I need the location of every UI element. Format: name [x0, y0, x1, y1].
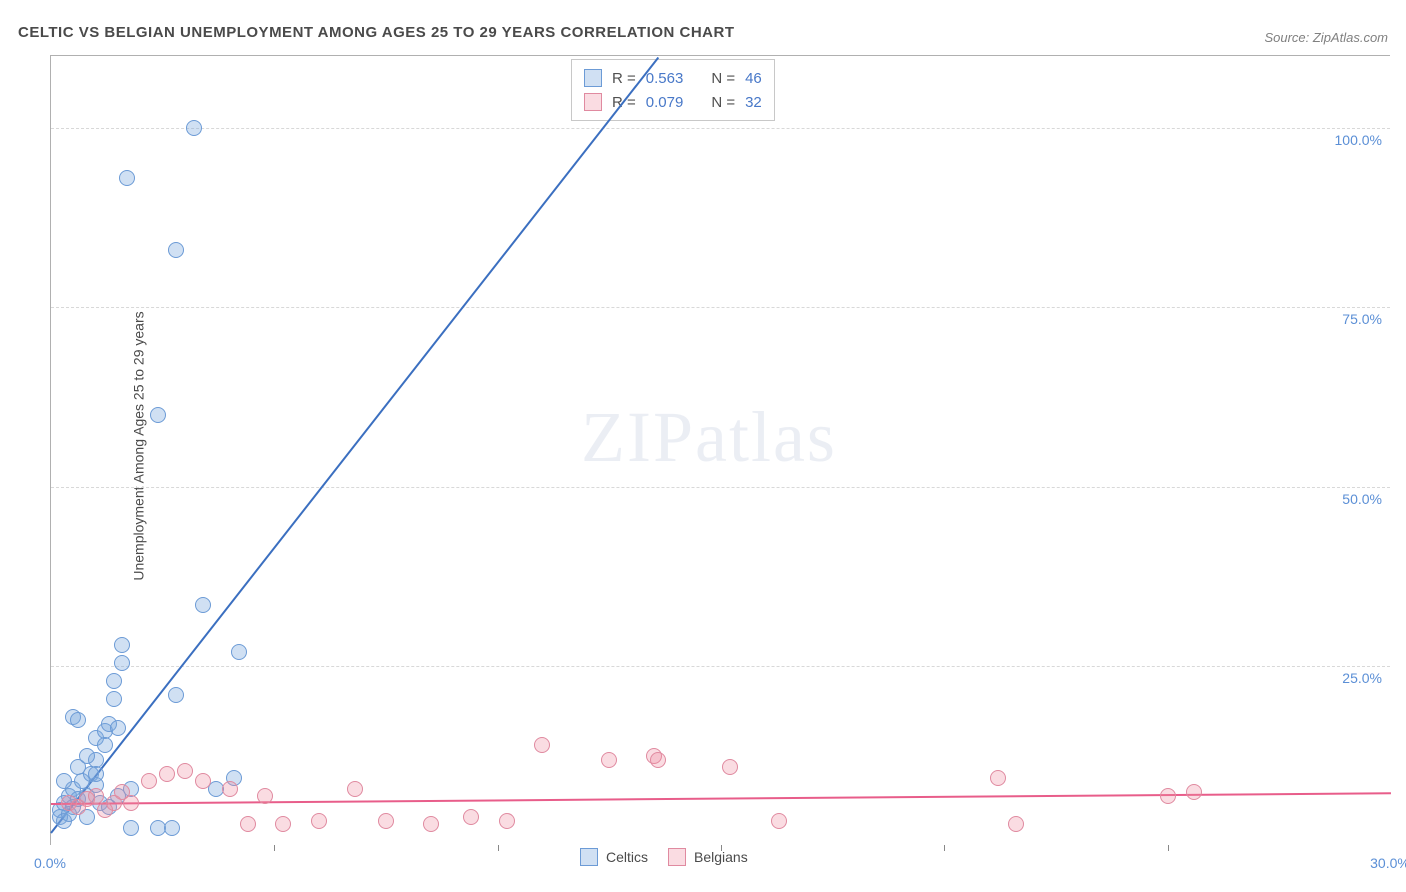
scatter-point [311, 813, 327, 829]
legend-series-name: Belgians [694, 849, 748, 865]
legend-swatch [584, 93, 602, 111]
scatter-point [110, 720, 126, 736]
legend-series-name: Celtics [606, 849, 648, 865]
legend-row: R =0.079N =32 [584, 90, 762, 114]
correlation-legend: R = 0.563 N = 46R = 0.079 N = 32 [571, 59, 775, 121]
x-tick-label: 30.0% [1370, 855, 1406, 871]
grid-line [51, 487, 1390, 488]
scatter-point [275, 816, 291, 832]
series-legend: Celtics Belgians [580, 848, 748, 866]
legend-n-label: N = [711, 94, 735, 111]
scatter-point [771, 813, 787, 829]
scatter-point [106, 691, 122, 707]
legend-r-value: 0.079 [646, 94, 684, 111]
scatter-point [177, 763, 193, 779]
y-tick-label: 75.0% [1342, 311, 1382, 327]
scatter-point [114, 637, 130, 653]
scatter-point [56, 773, 72, 789]
scatter-point [257, 788, 273, 804]
y-tick-label: 50.0% [1342, 491, 1382, 507]
scatter-point [164, 820, 180, 836]
scatter-point [378, 813, 394, 829]
legend-r-label: R = [612, 70, 636, 87]
x-tick [944, 845, 945, 851]
plot-area: ZIPatlas R = 0.563 N = 46R = 0.079 N = 32 25.0… [50, 55, 1390, 845]
chart-title: CELTIC VS BELGIAN UNEMPLOYMENT AMONG AGE… [18, 24, 735, 41]
y-tick-label: 100.0% [1335, 132, 1382, 148]
scatter-point [97, 737, 113, 753]
legend-item: Celtics [580, 848, 648, 866]
legend-r-value: 0.563 [646, 70, 684, 87]
legend-n-label: N = [711, 70, 735, 87]
scatter-point [423, 816, 439, 832]
scatter-point [123, 795, 139, 811]
scatter-point [119, 170, 135, 186]
scatter-point [106, 673, 122, 689]
scatter-point [722, 759, 738, 775]
scatter-point [168, 687, 184, 703]
legend-swatch [668, 848, 686, 866]
grid-line [51, 666, 1390, 667]
legend-n-value: 46 [745, 70, 762, 87]
legend-row: R = 0.563 N = 46 [584, 66, 762, 90]
x-tick-label: 0.0% [34, 855, 66, 871]
scatter-point [1008, 816, 1024, 832]
scatter-point [70, 712, 86, 728]
scatter-point [88, 766, 104, 782]
scatter-point [650, 752, 666, 768]
scatter-point [240, 816, 256, 832]
scatter-point [141, 773, 157, 789]
scatter-point [79, 748, 95, 764]
grid-line [51, 128, 1390, 129]
y-tick-label: 25.0% [1342, 670, 1382, 686]
x-tick [498, 845, 499, 851]
scatter-point [499, 813, 515, 829]
scatter-point [150, 407, 166, 423]
source-attribution: Source: ZipAtlas.com [1264, 30, 1388, 45]
scatter-point [347, 781, 363, 797]
legend-item: Belgians [668, 848, 748, 866]
x-tick [1168, 845, 1169, 851]
scatter-point [123, 820, 139, 836]
trend-line-celtics [50, 56, 659, 833]
scatter-point [159, 766, 175, 782]
watermark-zip: ZIP [581, 397, 695, 477]
scatter-point [168, 242, 184, 258]
legend-swatch [584, 69, 602, 87]
scatter-point [195, 773, 211, 789]
scatter-point [186, 120, 202, 136]
scatter-point [222, 781, 238, 797]
legend-n-value: 32 [745, 94, 762, 111]
scatter-point [195, 597, 211, 613]
chart-container: CELTIC VS BELGIAN UNEMPLOYMENT AMONG AGE… [0, 0, 1406, 892]
scatter-point [1186, 784, 1202, 800]
grid-line [51, 307, 1390, 308]
watermark-atlas: atlas [695, 397, 837, 477]
legend-swatch [580, 848, 598, 866]
scatter-point [463, 809, 479, 825]
x-tick [274, 845, 275, 851]
scatter-point [990, 770, 1006, 786]
scatter-point [534, 737, 550, 753]
scatter-point [88, 788, 104, 804]
scatter-point [1160, 788, 1176, 804]
scatter-point [114, 655, 130, 671]
scatter-point [231, 644, 247, 660]
scatter-point [601, 752, 617, 768]
watermark: ZIPatlas [581, 396, 837, 479]
